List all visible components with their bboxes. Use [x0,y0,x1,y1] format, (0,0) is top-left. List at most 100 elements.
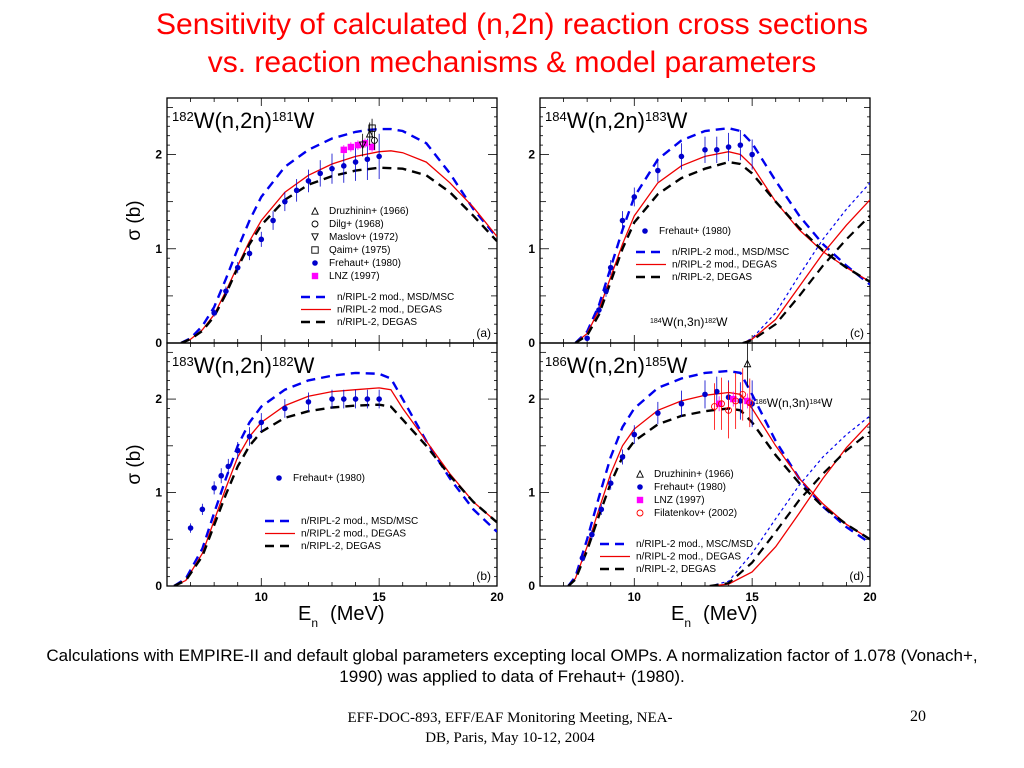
data-point [376,153,382,160]
data-point [352,159,359,165]
slide-title: Sensitivity of calculated (n,2n) reactio… [0,6,1024,82]
data-point [725,144,732,150]
data-point [655,410,661,416]
legend-marker [642,228,648,234]
data-point [305,399,312,405]
y-tick-label: 0 [528,579,535,593]
reaction-text: W [294,108,315,133]
data-point [340,396,347,402]
data-point [370,136,378,144]
reaction-label: 186W(n,2n)185W [545,353,688,378]
reaction-text: W [194,353,215,378]
reaction-mass-number: 182 [704,318,716,325]
legend-label: n/RIPL-2 mod., MSD/MSC [672,247,789,258]
data-point [364,156,371,163]
reaction-text: (n,2n) [214,108,271,133]
reaction-mass-number: 186 [545,354,567,369]
data-point [358,141,367,150]
data-point [710,403,718,411]
data-point [368,124,376,132]
legend-marker [311,272,319,280]
panel-label: (c) [850,326,864,340]
data-point [246,250,253,257]
reaction-mass-number: 183 [645,109,667,124]
reaction-text: W [294,353,315,378]
data-point [743,359,752,368]
data-point [739,390,747,398]
reaction-label: 184W(n,3n)182W [650,315,728,329]
x-tick-label: 10 [255,590,269,604]
data-point [199,506,206,513]
panel-label: (a) [476,326,491,340]
data-point [746,399,754,407]
slide-title-line2: vs. reaction mechanisms & model paramete… [207,46,817,79]
data-point [598,506,605,513]
data-point [270,217,276,224]
legend-label: n/RIPL-2 mod., DEGAS [301,529,406,540]
reaction-mass-number: 181 [272,109,294,124]
reaction-text: W [662,315,674,329]
reaction-text: (n,3n) [778,396,809,410]
chart-panel-c: 012184W(n,2n)183W184W(n,3n)182W(c)Frehau… [528,97,871,350]
data-point [187,525,194,531]
data-point [234,447,241,454]
legend-label: Frehaut+ (1980) [329,258,401,269]
data-point [317,170,324,177]
reaction-mass-number: 184 [650,318,662,325]
x-axis-subscript: n [311,616,318,630]
data-point [347,143,355,151]
data-point [619,217,626,224]
reaction-text: W [667,353,688,378]
reaction-mass-number: 186 [755,399,767,406]
data-point [725,406,733,414]
data-point [715,400,723,407]
x-tick-label: 20 [863,590,877,604]
x-tick-label: 15 [372,590,386,604]
data-point [713,388,720,395]
legend-marker [312,260,318,266]
reaction-text: W [767,396,779,410]
data-point [246,433,253,440]
data-point [737,398,744,404]
legend-label: Frehaut+ (1980) [659,226,731,237]
legend-marker [636,496,644,504]
reaction-text: W [821,396,833,410]
series-line-n3nmsd [742,182,870,343]
y-tick-label: 0 [155,336,162,350]
y-tick-label: 0 [528,336,535,350]
reaction-mass-number: 184 [809,399,821,406]
reaction-text: (n,3n) [673,315,704,329]
legend-label: n/RIPL-2, DEGAS [636,564,716,575]
x-axis-title: En (MeV) [298,603,384,630]
reaction-mass-number: 182 [272,354,294,369]
legend: Frehaut+ (1980) n/RIPL-2 mod., MSD/MSC n/R… [265,473,418,552]
y-tick-label: 2 [155,148,162,162]
data-point [607,264,614,271]
data-point [293,187,300,194]
data-point [631,431,638,438]
series-line-ripl2 [180,166,497,343]
data-point [368,143,376,151]
reaction-text: (n,2n) [587,108,644,133]
data-point [678,153,685,160]
data-point [718,400,725,408]
legend: Druzhinin+ (1966) Dilg+ (1968) Maslov+ (19… [301,206,454,328]
data-point [702,147,708,153]
y-tick-label: 2 [528,148,535,162]
x-axis-unit: (MeV) [330,603,384,625]
caption: Calculations with EMPIRE-II and default … [46,646,978,686]
legend-label: Druzhinin+ (1966) [654,469,734,480]
data-point [223,288,229,294]
legend-marker [636,469,644,478]
data-point [678,400,685,407]
series-line-n3nripl2 [709,430,870,586]
data-point [749,151,755,158]
y-tick-label: 2 [528,392,535,406]
data-point [655,167,661,174]
legend-label: Druzhinin+ (1966) [329,206,409,217]
reaction-label: 186W(n,3n)184W [755,396,833,410]
data-point [211,485,217,491]
